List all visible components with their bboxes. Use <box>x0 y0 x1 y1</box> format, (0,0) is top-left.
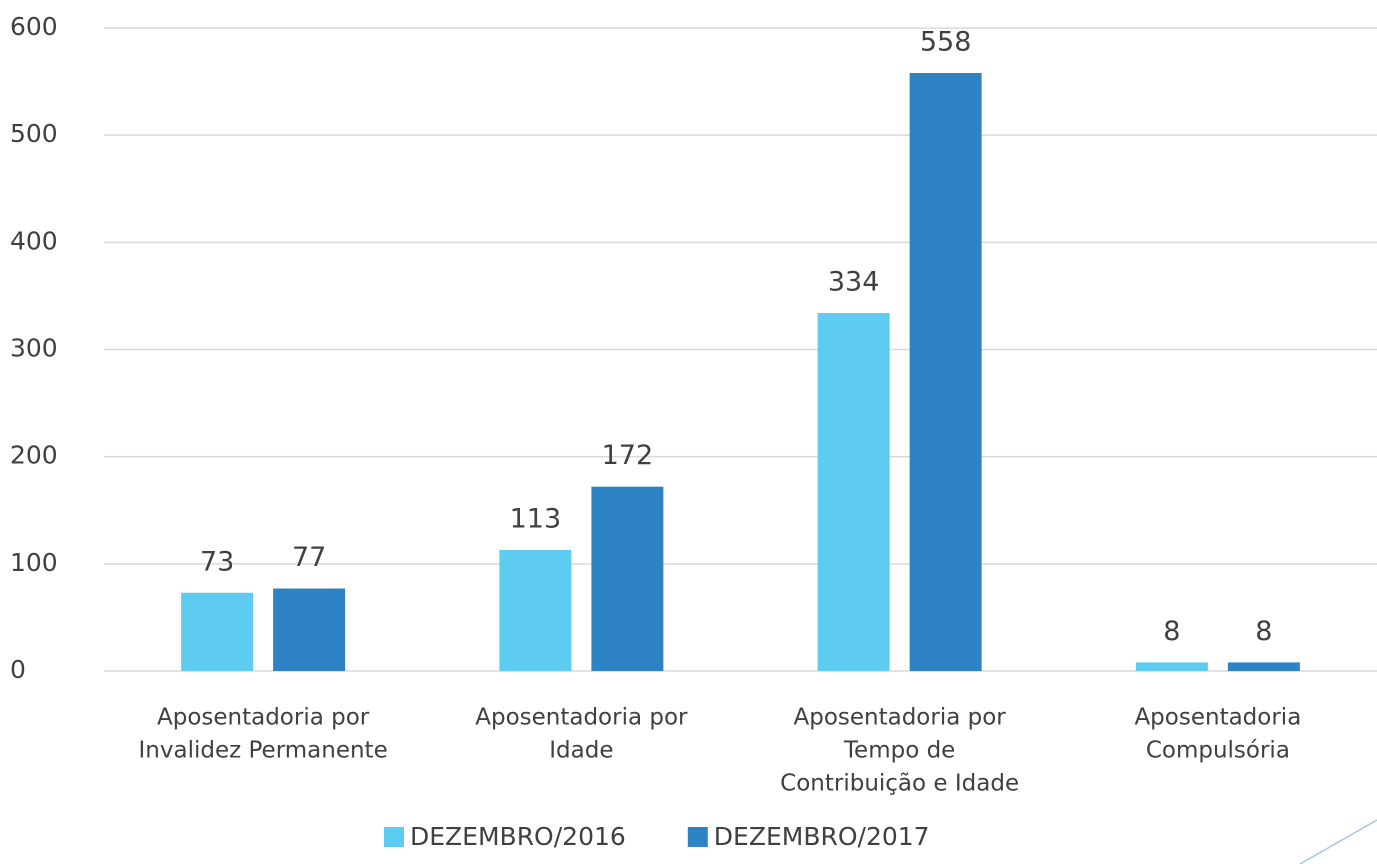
legend-label: DEZEMBRO/2016 <box>410 822 626 851</box>
bar <box>909 73 982 671</box>
bar <box>591 486 664 671</box>
data-label: 558 <box>920 27 972 58</box>
bar <box>1227 662 1300 671</box>
bar <box>1135 662 1208 671</box>
legend-swatch <box>384 827 404 847</box>
data-label: 334 <box>828 267 880 298</box>
bar <box>817 313 890 671</box>
x-tick-label: Aposentadoria <box>1134 705 1301 731</box>
x-tick-label: Aposentadoria por <box>157 705 370 731</box>
y-tick-label: 400 <box>10 226 58 255</box>
data-label: 172 <box>602 440 654 471</box>
y-tick-label: 200 <box>10 441 58 470</box>
bar <box>273 588 346 671</box>
y-tick-label: 100 <box>10 548 58 577</box>
data-label: 8 <box>1255 616 1272 647</box>
decoration <box>1299 819 1377 864</box>
y-tick-label: 0 <box>10 655 26 684</box>
y-tick-label: 300 <box>10 334 58 363</box>
y-tick-label: 500 <box>10 119 58 148</box>
data-label: 77 <box>292 542 326 573</box>
y-tick-label: 600 <box>10 12 58 41</box>
data-label: 113 <box>510 503 562 534</box>
data-label: 73 <box>200 546 234 577</box>
x-tick-label: Aposentadoria por <box>793 705 1006 731</box>
legend-label: DEZEMBRO/2017 <box>714 822 930 851</box>
x-tick-label: Compulsória <box>1146 738 1290 764</box>
x-tick-label: Idade <box>549 738 613 764</box>
data-label: 8 <box>1163 616 1180 647</box>
x-tick-label: Tempo de <box>843 738 955 764</box>
legend-swatch <box>687 827 708 847</box>
bar <box>499 549 572 671</box>
x-tick-label: Contribuição e Idade <box>780 771 1019 797</box>
bar <box>181 592 254 671</box>
x-tick-label: Invalidez Permanente <box>139 738 388 764</box>
x-tick-label: Aposentadoria por <box>475 705 688 731</box>
